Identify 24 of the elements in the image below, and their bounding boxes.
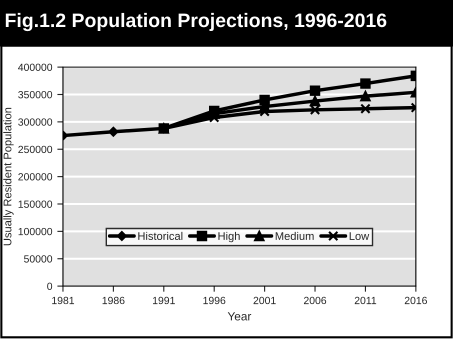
x-tick-label: 2006 bbox=[304, 296, 326, 304]
y-tick-label: 300000 bbox=[18, 118, 52, 126]
legend-label: Medium bbox=[276, 232, 314, 240]
y-tick-label: 350000 bbox=[18, 90, 52, 98]
chart-title: Fig.1.2 Population Projections, 1996-2016 bbox=[6, 12, 386, 32]
y-tick-label: 400000 bbox=[18, 64, 52, 71]
y-axis-title: Usually Resident Population bbox=[3, 108, 14, 246]
x-tick-label: 1996 bbox=[203, 296, 226, 304]
x-tick-label: 1986 bbox=[102, 296, 125, 304]
y-tick-label: 200000 bbox=[18, 173, 52, 180]
legend-label: Low bbox=[350, 232, 370, 240]
x-tick-label: 2011 bbox=[354, 296, 376, 304]
y-tick-label: 150000 bbox=[18, 200, 52, 208]
x-axis-title: Year bbox=[228, 312, 252, 320]
legend-label: High bbox=[218, 232, 240, 242]
x-tick-label: 1991 bbox=[153, 296, 175, 304]
y-tick-label: 0 bbox=[47, 282, 52, 290]
x-tick-label: 1981 bbox=[52, 296, 74, 304]
x-tick-label: 2016 bbox=[404, 296, 427, 304]
x-tick-label: 2001 bbox=[254, 296, 276, 304]
y-tick-label: 50000 bbox=[24, 255, 52, 263]
y-tick-label: 250000 bbox=[18, 146, 52, 154]
legend-label: Historical bbox=[138, 232, 182, 240]
y-tick-label: 100000 bbox=[18, 228, 52, 236]
